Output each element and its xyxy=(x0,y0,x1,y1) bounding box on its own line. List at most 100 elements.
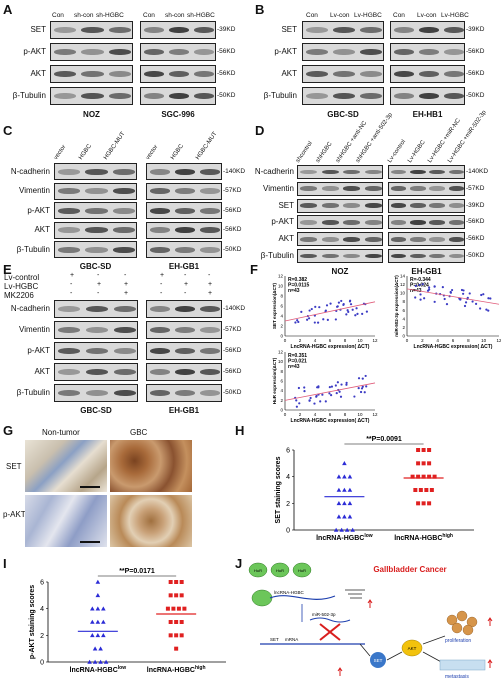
y-tick-label: 4 xyxy=(40,606,44,613)
protein-band xyxy=(321,169,339,175)
protein-band xyxy=(57,227,80,233)
low-group-point xyxy=(342,461,347,466)
protein-band xyxy=(143,26,164,34)
x-tick-label: 2 xyxy=(421,338,424,343)
protein-band xyxy=(200,168,221,175)
panel-i-dotplot: 0 2 4 6 p-AKT staining scores **P=0.0171 lncRN… xyxy=(29,568,226,674)
protein-band xyxy=(300,203,318,208)
lane-label: sh-con xyxy=(165,12,185,19)
data-point xyxy=(479,307,482,310)
blot-row-label: β-Tubulin xyxy=(12,91,46,100)
high-group-point xyxy=(182,606,187,611)
group-label: lncRNA-HGBChigh xyxy=(147,665,206,674)
blot-strip xyxy=(146,221,222,239)
panel-j-letter: J xyxy=(235,556,243,571)
data-point xyxy=(330,394,333,397)
ihc-col-nontumor: Non-tumor xyxy=(42,428,80,437)
treatment-sign: - xyxy=(97,290,100,297)
cell-line-label: EH-GB1 xyxy=(168,406,200,415)
y-tick-label: 12 xyxy=(278,274,284,279)
high-group-point xyxy=(168,593,173,598)
data-point xyxy=(359,390,363,394)
protein-band xyxy=(448,219,464,225)
protein-band xyxy=(343,253,361,259)
molecular-weight-label: -50KD xyxy=(223,245,242,253)
upregulation-arrow xyxy=(367,599,373,608)
stat-text: R=0.382 xyxy=(288,277,307,283)
mirna-strand xyxy=(309,617,351,623)
protein-band xyxy=(364,169,382,175)
protein-band xyxy=(113,305,137,313)
data-point xyxy=(487,297,490,300)
data-point xyxy=(428,288,431,291)
blot-row-label: N-cadherin xyxy=(10,304,50,313)
blot-strip xyxy=(297,198,383,213)
protein-band xyxy=(85,168,108,175)
molecular-weight-label: -56KD xyxy=(466,235,485,243)
data-point xyxy=(423,297,426,300)
x-tick-label: 6 xyxy=(452,338,455,343)
protein-band xyxy=(305,70,328,78)
blot-row-label: β-Tubulin xyxy=(16,388,50,397)
blot-strip xyxy=(302,21,384,39)
proliferating-cell xyxy=(456,610,468,622)
protein-band xyxy=(321,219,339,225)
treatment-sign: - xyxy=(184,272,187,279)
x-axis-label: LncRNA-HGBC expression( ΔCT) xyxy=(414,344,493,350)
blot-row-label: β-Tubulin xyxy=(263,91,297,100)
blot-strip xyxy=(50,87,133,105)
protein-band xyxy=(57,246,80,253)
protein-band xyxy=(333,48,355,56)
blot-row-label: AKT xyxy=(34,225,50,234)
x-tick-label: 0 xyxy=(284,412,287,417)
y-tick-label: 8 xyxy=(402,299,405,304)
arrow xyxy=(422,635,446,645)
data-point xyxy=(354,314,357,317)
protein-band xyxy=(390,253,407,259)
protein-band xyxy=(113,207,136,214)
protein-band xyxy=(57,305,81,313)
data-point xyxy=(360,387,364,390)
protein-band xyxy=(149,305,170,313)
blot-row-label: p-AKT xyxy=(27,205,50,215)
lane-label: HGBC-MUT xyxy=(195,131,219,161)
data-point xyxy=(421,283,424,286)
protein-band xyxy=(174,305,196,313)
protein-band xyxy=(429,169,445,175)
data-point xyxy=(319,400,322,403)
high-group-point xyxy=(410,474,415,479)
data-point xyxy=(336,305,339,308)
data-point xyxy=(324,400,327,403)
protein-band xyxy=(300,253,318,259)
molecular-weight-label: -39KD xyxy=(217,26,236,33)
fit-line xyxy=(284,382,376,401)
data-point xyxy=(329,302,332,305)
high-group-point xyxy=(421,448,426,452)
hur-protein xyxy=(270,562,290,578)
lane-label: Lv-HGBC xyxy=(407,139,427,164)
lane-label: Lv-HGBC xyxy=(354,12,382,19)
y-tick-label: 4 xyxy=(286,474,290,481)
data-point xyxy=(361,377,364,380)
y-axis-label: SET staining scores xyxy=(275,456,282,523)
high-group-point xyxy=(168,580,173,584)
y-tick-label: 6 xyxy=(286,448,290,455)
data-point xyxy=(294,321,297,324)
blot-strip xyxy=(297,249,383,263)
protein-band xyxy=(174,246,196,253)
protein-band xyxy=(85,347,109,355)
low-group-point xyxy=(336,487,342,492)
blot-strip xyxy=(390,87,465,105)
proliferating-cell xyxy=(446,614,458,626)
protein-band xyxy=(85,305,109,313)
data-point xyxy=(414,284,417,288)
cell-line-label: GBC-SD xyxy=(79,261,112,271)
high-group-point xyxy=(432,474,437,479)
low-group-point xyxy=(342,474,347,479)
blot-strip xyxy=(388,249,465,263)
data-point xyxy=(474,302,478,306)
data-point xyxy=(328,392,331,395)
protein-band xyxy=(429,253,445,259)
data-point xyxy=(445,303,449,306)
